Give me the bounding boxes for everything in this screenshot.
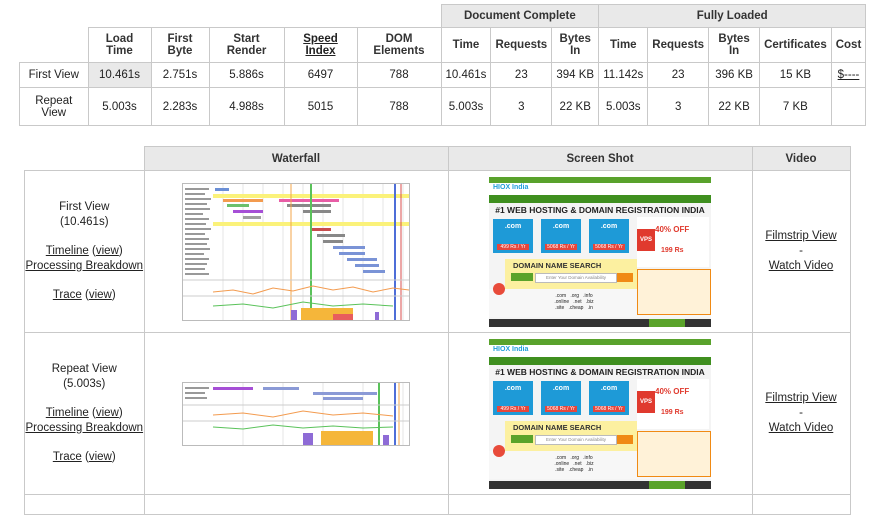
domain-search-title: DOMAIN NAME SEARCH bbox=[513, 422, 602, 432]
cell-full-bytes: 396 KB bbox=[708, 62, 761, 88]
view-title: First View bbox=[59, 201, 110, 213]
site-headline: #1 WEB HOSTING & DOMAIN REGISTRATION IND… bbox=[495, 366, 705, 377]
cell-dom-elements: 788 bbox=[356, 87, 442, 126]
header-first-byte: First Byte bbox=[150, 27, 210, 63]
header-doc-time: Time bbox=[440, 27, 492, 63]
cell-dom-elements: 788 bbox=[356, 62, 442, 88]
trace-view-link[interactable]: view bbox=[88, 451, 112, 463]
cell-certificates: 7 KB bbox=[759, 87, 832, 126]
row-label: First View bbox=[19, 62, 89, 88]
header-cost: Cost bbox=[830, 27, 867, 63]
cell-doc-bytes: 22 KB bbox=[551, 87, 600, 126]
screenshot-first-view[interactable]: HIOX India #1 WEB HOSTING & DOMAIN REGIS… bbox=[447, 170, 753, 333]
waterfall-thumbnail[interactable] bbox=[182, 182, 410, 321]
trace-link[interactable]: Trace bbox=[52, 289, 82, 301]
cell-cost bbox=[830, 87, 867, 126]
cell-doc-requests: 3 bbox=[490, 87, 553, 126]
processing-breakdown-link[interactable]: Processing Breakdown bbox=[25, 422, 144, 434]
domain-search-title: DOMAIN NAME SEARCH bbox=[513, 260, 602, 270]
cell-doc-bytes: 394 KB bbox=[551, 62, 600, 88]
summary-row-first-view: First View 10.461s 2.751s 5.886s 6497 78… bbox=[19, 62, 867, 88]
header-load-time: Load Time bbox=[87, 27, 152, 63]
cell-start-render: 5.886s bbox=[208, 62, 285, 88]
group-fully-loaded: Fully Loaded bbox=[598, 4, 867, 28]
filmstrip-view-link[interactable]: Filmstrip View bbox=[765, 230, 837, 242]
header-full-requests: Requests bbox=[647, 27, 710, 63]
watch-video-link[interactable]: Watch Video bbox=[768, 260, 834, 272]
cell-cost[interactable]: $---- bbox=[830, 62, 867, 88]
cell-load-time: 10.461s bbox=[87, 62, 152, 88]
view-title: Repeat View bbox=[51, 363, 117, 375]
site-headline: #1 WEB HOSTING & DOMAIN REGISTRATION IND… bbox=[495, 204, 705, 215]
header-video: Video bbox=[751, 146, 851, 171]
header-full-bytes-in: Bytes In bbox=[708, 27, 761, 63]
cell-speed-index: 6497 bbox=[283, 62, 358, 88]
header-screenshot: Screen Shot bbox=[447, 146, 753, 171]
header-speed-index[interactable]: Speed Index bbox=[283, 27, 358, 63]
waterfall-first-view[interactable] bbox=[143, 170, 449, 333]
cell-first-byte: 2.283s bbox=[150, 87, 210, 126]
first-view-label-cell: First View (10.461s) Timeline (view) Pro… bbox=[24, 170, 145, 333]
cell-load-time: 5.003s bbox=[87, 87, 152, 126]
timeline-view-link[interactable]: view bbox=[95, 245, 119, 257]
header-doc-bytes-in: Bytes In bbox=[551, 27, 600, 63]
repeat-view-row: Repeat View (5.003s) Timeline (view) Pro… bbox=[24, 332, 851, 495]
cell-doc-requests: 23 bbox=[490, 62, 553, 88]
cell-speed-index: 5015 bbox=[283, 87, 358, 126]
page-screenshot[interactable]: HIOX India #1 WEB HOSTING & DOMAIN REGIS… bbox=[489, 176, 711, 327]
details-table: Waterfall Screen Shot Video First View (… bbox=[24, 146, 851, 515]
cell-full-time: 11.142s bbox=[598, 62, 649, 88]
summary-table: Document Complete Fully Loaded Load Time… bbox=[19, 4, 867, 126]
cost-link[interactable]: $---- bbox=[837, 69, 860, 81]
cell-certificates: 15 KB bbox=[759, 62, 832, 88]
video-repeat-view: Filmstrip View - Watch Video bbox=[751, 332, 851, 495]
cell-doc-time: 5.003s bbox=[440, 87, 492, 126]
view-time: (10.461s) bbox=[59, 216, 109, 228]
header-full-time: Time bbox=[598, 27, 649, 63]
header-certificates: Certificates bbox=[759, 27, 832, 63]
video-first-view: Filmstrip View - Watch Video bbox=[751, 170, 851, 333]
row-label: Repeat View bbox=[19, 87, 89, 126]
waterfall-graphic bbox=[183, 382, 409, 445]
first-view-row: First View (10.461s) Timeline (view) Pro… bbox=[24, 170, 851, 333]
view-time: (5.003s) bbox=[63, 378, 106, 390]
cell-start-render: 4.988s bbox=[208, 87, 285, 126]
site-logo: HIOX India bbox=[493, 345, 529, 353]
waterfall-thumbnail[interactable] bbox=[182, 381, 410, 446]
waterfall-graphic bbox=[183, 183, 409, 320]
separator: - bbox=[799, 245, 803, 257]
processing-breakdown-link[interactable]: Processing Breakdown bbox=[25, 260, 144, 272]
cell-full-bytes: 22 KB bbox=[708, 87, 761, 126]
trace-view-link[interactable]: view bbox=[88, 289, 112, 301]
separator: - bbox=[799, 407, 803, 419]
cell-full-time: 5.003s bbox=[598, 87, 649, 126]
repeat-view-label-cell: Repeat View (5.003s) Timeline (view) Pro… bbox=[24, 332, 145, 495]
page-screenshot[interactable]: HIOX India #1 WEB HOSTING & DOMAIN REGIS… bbox=[489, 338, 711, 489]
cell-doc-time: 10.461s bbox=[440, 62, 492, 88]
header-start-render: Start Render bbox=[208, 27, 285, 63]
timeline-link[interactable]: Timeline bbox=[45, 407, 89, 419]
filmstrip-view-link[interactable]: Filmstrip View bbox=[765, 392, 837, 404]
watch-video-link[interactable]: Watch Video bbox=[768, 422, 834, 434]
timeline-link[interactable]: Timeline bbox=[45, 245, 89, 257]
waterfall-repeat-view[interactable] bbox=[143, 332, 449, 495]
site-logo: HIOX India bbox=[493, 183, 529, 191]
timeline-view-link[interactable]: view bbox=[95, 407, 119, 419]
header-dom-elements: DOM Elements bbox=[356, 27, 442, 63]
screenshot-repeat-view[interactable]: HIOX India #1 WEB HOSTING & DOMAIN REGIS… bbox=[447, 332, 753, 495]
cell-first-byte: 2.751s bbox=[150, 62, 210, 88]
header-doc-requests: Requests bbox=[490, 27, 553, 63]
cell-full-requests: 3 bbox=[647, 87, 710, 126]
header-waterfall: Waterfall bbox=[143, 146, 449, 171]
cell-full-requests: 23 bbox=[647, 62, 710, 88]
summary-row-repeat-view: Repeat View 5.003s 2.283s 4.988s 5015 78… bbox=[19, 87, 867, 126]
trace-link[interactable]: Trace bbox=[52, 451, 82, 463]
group-document-complete: Document Complete bbox=[440, 4, 600, 28]
